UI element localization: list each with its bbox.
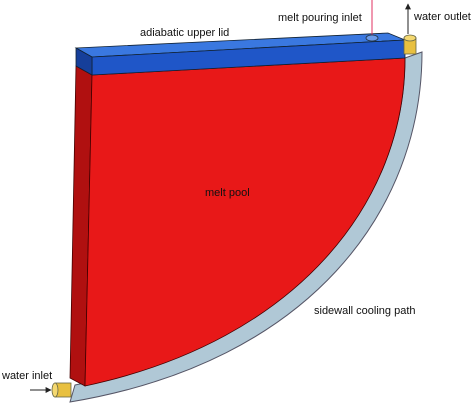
pouring-inlet-label: melt pouring inlet	[278, 12, 362, 24]
lid-label: adiabatic upper lid	[140, 27, 229, 39]
melt-pool-shape	[84, 57, 406, 387]
melt-pool-label: melt pool	[205, 187, 250, 199]
lid-side	[75, 47, 93, 76]
pour-hole	[365, 34, 379, 42]
water-inlet-label: water inlet	[1, 370, 52, 382]
outlet-pipe-top	[403, 34, 417, 42]
inlet-pipe-end	[51, 382, 59, 398]
cooling-path-label: sidewall cooling path	[314, 305, 416, 317]
water-outlet-label: water outlet	[413, 11, 471, 23]
